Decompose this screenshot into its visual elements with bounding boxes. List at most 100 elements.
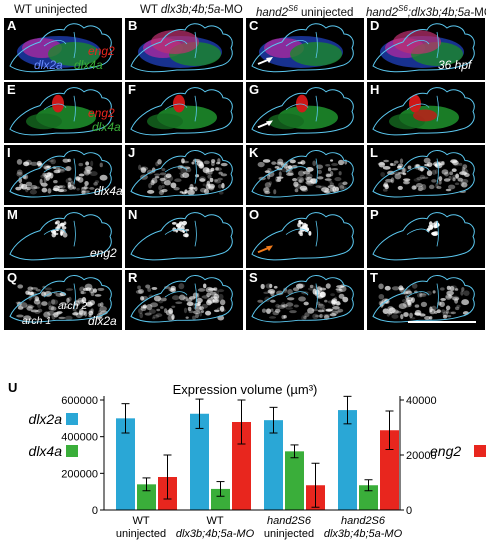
signal-blob xyxy=(181,158,185,164)
signal-blob xyxy=(99,174,108,181)
signal-blob xyxy=(99,306,107,312)
signal-blob xyxy=(342,181,348,186)
signal-blob xyxy=(425,290,432,296)
label-eng2-e: eng2 xyxy=(88,106,115,120)
signal-blob xyxy=(76,187,80,191)
signal-blob xyxy=(411,185,417,190)
panel-letter: Q xyxy=(7,270,18,285)
category-label-line1: hand2S6 xyxy=(341,515,386,527)
arch-outline xyxy=(251,23,354,73)
signal-blob xyxy=(41,187,48,193)
signal-blob xyxy=(211,161,215,167)
signal-blob xyxy=(428,184,435,190)
signal-blob xyxy=(301,315,307,321)
signal-blob xyxy=(148,309,156,314)
legend-swatch-dlx2a xyxy=(66,413,78,425)
panel-image-r xyxy=(130,275,233,323)
panel-g: G xyxy=(246,82,364,143)
signal-blob xyxy=(378,283,384,290)
signal-blob xyxy=(409,94,421,113)
signal-blob xyxy=(325,163,331,167)
signal-blob xyxy=(294,188,299,193)
legend-dlx4a: dlx4a xyxy=(29,443,63,459)
arch-outline xyxy=(130,87,233,136)
signal-blob xyxy=(460,179,469,184)
signal-blob xyxy=(173,186,180,191)
signal-blob xyxy=(314,292,322,297)
signal-blob xyxy=(461,299,470,306)
header-hand2-uninjected: hand2S6 uninjected xyxy=(256,4,354,19)
label-dlx4a-a: dlx4a xyxy=(74,58,103,72)
signal-blob xyxy=(402,172,407,176)
arch-outline xyxy=(130,212,233,261)
right-tick-label: 20000 xyxy=(406,450,437,462)
signal-blob xyxy=(267,288,276,294)
signal-blob xyxy=(454,298,459,304)
signal-blob xyxy=(409,317,416,320)
arch-outline xyxy=(130,23,233,73)
signal-blob xyxy=(50,299,56,305)
signal-blob xyxy=(271,161,277,165)
panel-letter: T xyxy=(370,270,378,285)
arch-divider xyxy=(406,283,439,309)
signal-blob xyxy=(445,305,451,311)
signal-blob xyxy=(269,283,273,289)
signal-blob xyxy=(268,113,304,130)
signal-blob xyxy=(338,289,343,292)
left-tick-label: 600000 xyxy=(61,395,98,407)
signal-blob xyxy=(217,158,221,164)
arch-outline xyxy=(9,150,112,198)
arch-divider xyxy=(164,31,197,59)
signal-blob xyxy=(287,289,293,295)
signal-blob xyxy=(206,180,211,187)
signal-blob xyxy=(413,178,421,182)
signal-blob xyxy=(292,178,298,182)
signal-blob xyxy=(334,176,342,182)
signal-blob xyxy=(398,303,407,310)
signal-blob xyxy=(413,109,437,122)
signal-blob xyxy=(401,168,406,173)
signal-blob xyxy=(81,186,89,190)
signal-blob xyxy=(186,301,194,307)
signal-blob xyxy=(153,295,162,302)
panel-image-h xyxy=(372,87,475,136)
signal-blob xyxy=(48,305,55,311)
signal-blob xyxy=(283,314,287,319)
signal-blob xyxy=(79,286,85,292)
signal-blob xyxy=(175,301,183,305)
signal-blob xyxy=(99,162,103,168)
signal-blob xyxy=(429,316,433,320)
panel-image-t xyxy=(372,275,475,323)
signal-blob xyxy=(78,162,84,167)
signal-blob xyxy=(378,161,386,168)
signal-blob xyxy=(414,312,421,316)
signal-blob xyxy=(285,165,293,172)
signal-blob xyxy=(448,184,456,190)
signal-blob xyxy=(398,285,404,291)
signal-blob xyxy=(336,285,345,289)
signal-blob xyxy=(199,306,205,311)
panel-letter: N xyxy=(128,207,138,222)
signal-blob xyxy=(403,178,411,182)
bar-dlx2a xyxy=(338,410,357,510)
signal-blob xyxy=(202,183,206,187)
signal-blob xyxy=(431,169,437,175)
signal-blob xyxy=(445,309,449,314)
signal-blob xyxy=(419,293,427,298)
signal-blob xyxy=(303,316,307,319)
signal-blob xyxy=(202,167,210,174)
signal-blob xyxy=(84,170,92,175)
arch-outline xyxy=(372,275,475,323)
signal-blob xyxy=(446,290,454,296)
arch-outline xyxy=(251,150,354,198)
signal-blob xyxy=(185,316,189,319)
signal-blob xyxy=(450,311,457,315)
signal-blob xyxy=(209,291,217,296)
signal-blob xyxy=(449,286,455,291)
signal-blob xyxy=(300,160,306,165)
signal-blob xyxy=(193,310,201,315)
signal-blob xyxy=(47,301,51,307)
signal-blob xyxy=(397,185,403,190)
signal-blob xyxy=(451,168,457,173)
category-label-line2: dlx3b;4b;5a-MO xyxy=(324,528,403,540)
